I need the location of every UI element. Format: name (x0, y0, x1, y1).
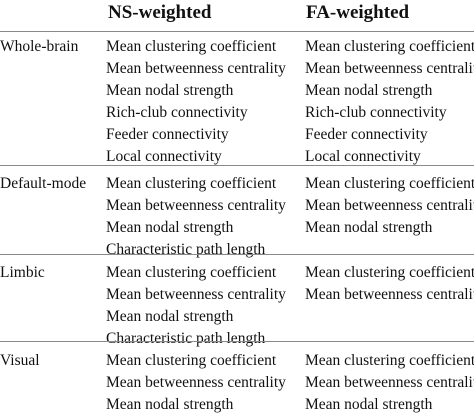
ns-measure: Mean betweenness centrality (106, 286, 286, 303)
fa-measure: Mean betweenness centrality (305, 374, 474, 391)
fa-measure: Mean clustering coefficient (305, 175, 474, 192)
ns-measure: Characteristic path length (106, 241, 266, 258)
fa-measure: Local connectivity (305, 148, 421, 165)
ns-measure: Feeder connectivity (106, 126, 229, 143)
fa-measure: Mean betweenness centrality (305, 286, 474, 303)
header-fa-weighted: FA-weighted (306, 2, 410, 23)
ns-measure: Characteristic path length (106, 330, 266, 347)
group-divider (0, 341, 474, 342)
ns-measure: Mean nodal strength (106, 396, 234, 413)
ns-measure: Local connectivity (106, 148, 222, 165)
fa-measure: Mean clustering coefficient (305, 264, 474, 281)
fa-measure: Mean betweenness centrality (305, 197, 474, 214)
fa-measure: Mean betweenness centrality (305, 60, 474, 77)
header-ns-weighted: NS-weighted (108, 2, 212, 23)
fa-measure: Feeder connectivity (305, 126, 428, 143)
fa-measure: Mean nodal strength (305, 82, 433, 99)
ns-measure: Mean nodal strength (106, 82, 234, 99)
fa-measure: Mean clustering coefficient (305, 352, 474, 369)
ns-measure: Mean betweenness centrality (106, 60, 286, 77)
ns-measure: Mean clustering coefficient (106, 38, 277, 55)
ns-measure: Mean clustering coefficient (106, 352, 277, 369)
ns-measure: Mean clustering coefficient (106, 175, 277, 192)
region-label: Default-mode (0, 175, 87, 192)
ns-measure: Mean clustering coefficient (106, 264, 277, 281)
ns-measure: Mean nodal strength (106, 219, 234, 236)
fa-measure: Mean nodal strength (305, 396, 433, 413)
fa-measure: Mean clustering coefficient (305, 38, 474, 55)
ns-measure: Mean betweenness centrality (106, 197, 286, 214)
region-label: Visual (0, 352, 40, 369)
ns-measure: Mean betweenness centrality (106, 374, 286, 391)
region-label: Limbic (0, 264, 45, 281)
group-divider (0, 254, 474, 255)
fa-measure: Mean nodal strength (305, 219, 433, 236)
ns-measure: Mean nodal strength (106, 308, 234, 325)
region-label: Whole-brain (0, 38, 79, 55)
header-divider (0, 31, 474, 32)
ns-measure: Rich-club connectivity (106, 104, 248, 121)
fa-measure: Rich-club connectivity (305, 104, 447, 121)
group-divider (0, 165, 474, 166)
